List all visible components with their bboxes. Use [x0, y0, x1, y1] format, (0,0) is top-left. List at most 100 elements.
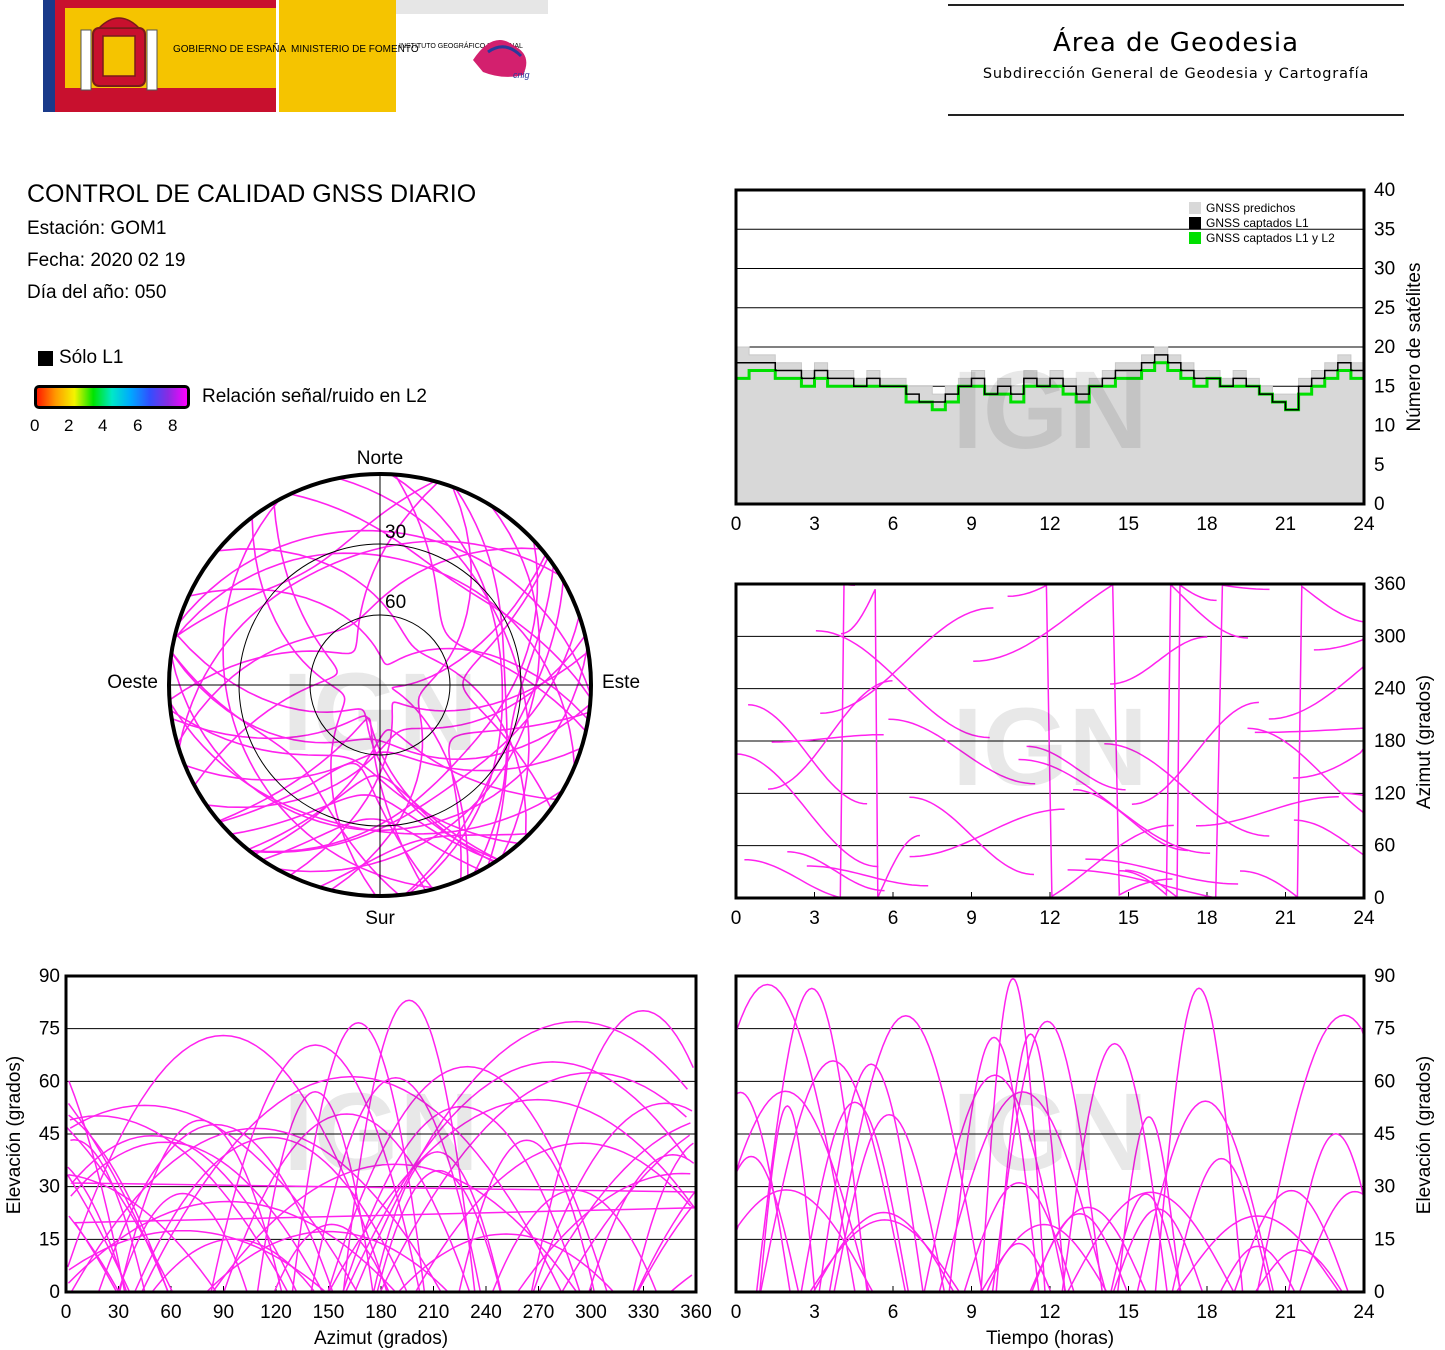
elaz-ylabel: Elevación (grados) — [4, 1056, 25, 1214]
x-tick-label: 12 — [1039, 514, 1060, 535]
elevation-pass — [759, 1105, 816, 1293]
area-subtitle: Subdirección General de Geodesia y Carto… — [982, 66, 1370, 82]
coat-of-arms-icon — [80, 17, 158, 91]
date-label: Fecha: 2020 02 19 — [27, 250, 186, 271]
elevation-azimuth-pass — [69, 1115, 691, 1293]
azimuth-pass — [1085, 858, 1239, 885]
elevation-azimuth-pass — [70, 1134, 697, 1293]
gobierno-text-1: GOBIERNO DE ESPAÑA — [173, 42, 287, 55]
y-tick-label: 35 — [1374, 219, 1395, 240]
elevation-azimuth-pass — [70, 1127, 442, 1293]
y-tick-label: 75 — [1374, 1019, 1395, 1040]
y-tick-label: 0 — [1374, 494, 1385, 515]
sky-pass — [330, 486, 472, 891]
azimuth-pass — [1104, 742, 1270, 837]
elevation-pass — [1031, 1212, 1128, 1293]
azimuth-pass — [909, 808, 1065, 858]
header-logos: GOBIERNO DE ESPAÑA MINISTERIO DE FOMENTO… — [43, 0, 548, 112]
elevation-pass — [1171, 1157, 1272, 1293]
y-tick-label: 360 — [1374, 575, 1406, 595]
l1-label: Sólo L1 — [59, 347, 124, 368]
elevation-pass — [800, 1101, 910, 1293]
x-tick-label: 270 — [523, 1302, 555, 1323]
l1-swatch — [38, 350, 53, 366]
north-label: Norte — [357, 448, 403, 469]
spain-flag-red-1 — [55, 0, 65, 112]
elt-ylabel: Elevación (grados) — [1414, 1056, 1435, 1214]
x-tick-label: 330 — [628, 1302, 660, 1323]
azimuth-pass — [1247, 727, 1365, 830]
sky-pass — [261, 818, 482, 872]
elevation-pass — [1110, 1193, 1182, 1293]
snr-tick: 0 — [30, 416, 40, 435]
south-label: Sur — [365, 908, 395, 929]
west-label: Oeste — [107, 672, 158, 693]
ign-text: INSTITUTO GEOGRÁFICO NACIONAL — [399, 41, 523, 50]
sky-pass — [173, 480, 436, 639]
elevation-azimuth-pass — [342, 999, 476, 1293]
elevation-time-chart: 0 3 6 9 12 15 18 21 24 0 15 30 45 60 75 90 Tiempo (hor… — [731, 966, 1435, 1349]
elevation-pass — [923, 1074, 1067, 1293]
elevation-pass — [1061, 1042, 1168, 1293]
x-tick-label: 21 — [1275, 1302, 1296, 1323]
sky-pass — [247, 774, 499, 861]
elevation-pass — [809, 1219, 961, 1293]
x-tick-label: 60 — [160, 1302, 181, 1323]
sky-pass — [404, 580, 564, 896]
elevation-pass — [828, 1015, 983, 1293]
x-tick-label: 9 — [966, 514, 977, 535]
elevation-pass — [735, 1155, 800, 1293]
legend-l1l2: GNSS captados L1 y L2 — [1206, 231, 1335, 245]
azimuth-pass — [787, 851, 885, 892]
snr-tick: 8 — [168, 416, 178, 435]
elevation-pass — [1254, 1249, 1343, 1293]
x-tick-label: 0 — [731, 1302, 742, 1323]
y-tick-label: 15 — [39, 1229, 60, 1250]
sky-pass — [178, 540, 561, 750]
elt-xticks: 0 3 6 9 12 15 18 21 24 — [731, 1302, 1375, 1323]
x-tick-label: 360 — [680, 1302, 712, 1323]
sat-xticks: 0 3 6 9 12 15 18 21 24 — [731, 514, 1375, 535]
y-tick-label: 0 — [1374, 888, 1385, 909]
sky-pass — [289, 650, 589, 877]
x-tick-label: 3 — [809, 514, 820, 535]
elevation-pass — [995, 1033, 1066, 1293]
x-tick-label: 210 — [418, 1302, 450, 1323]
x-tick-label: 18 — [1196, 1302, 1217, 1323]
sky-pass — [173, 552, 576, 767]
y-tick-label: 60 — [1374, 1071, 1395, 1092]
y-tick-label: 180 — [1374, 731, 1406, 752]
y-tick-label: 60 — [39, 1071, 60, 1092]
azimuth-pass — [1239, 584, 1365, 899]
snr-tick: 6 — [133, 416, 143, 435]
sky-pass — [249, 540, 539, 853]
az-plot-frame — [734, 582, 1366, 900]
x-tick-label: 120 — [260, 1302, 292, 1323]
elevation-pass — [938, 1091, 1107, 1293]
y-tick-label: 30 — [1374, 259, 1395, 280]
x-tick-label: 240 — [470, 1302, 502, 1323]
y-tick-label: 120 — [1374, 783, 1406, 804]
eu-flag-strip — [43, 0, 55, 112]
elevation-azimuth-pass — [458, 1139, 596, 1293]
y-tick-label: 240 — [1374, 679, 1406, 700]
elevation-pass — [1116, 1116, 1181, 1293]
elevation-azimuth-pass — [291, 1022, 426, 1293]
elevation-azimuth-chart: 0 30 60 90 120 150 180 210 240 270 300 330 360 0 15 30… — [4, 966, 712, 1349]
elevation-azimuth-pass — [67, 1153, 695, 1293]
azimuth-pass — [771, 733, 884, 743]
elevation-pass — [755, 987, 868, 1293]
sat-l1-line — [736, 354, 1365, 411]
y-tick-label: 45 — [39, 1124, 60, 1145]
y-tick-label: 30 — [1374, 1177, 1395, 1198]
cnig-text: cnig — [513, 70, 530, 80]
sky-pass — [184, 747, 582, 781]
sky-pass — [170, 651, 400, 896]
elevation-azimuth-pass — [327, 1065, 608, 1293]
y-tick-label: 40 — [1374, 180, 1395, 201]
x-tick-label: 12 — [1039, 908, 1060, 929]
x-tick-label: 6 — [888, 514, 899, 535]
sky-pass — [193, 502, 338, 786]
sky-pass — [177, 529, 592, 696]
y-tick-label: 45 — [1374, 1124, 1395, 1145]
